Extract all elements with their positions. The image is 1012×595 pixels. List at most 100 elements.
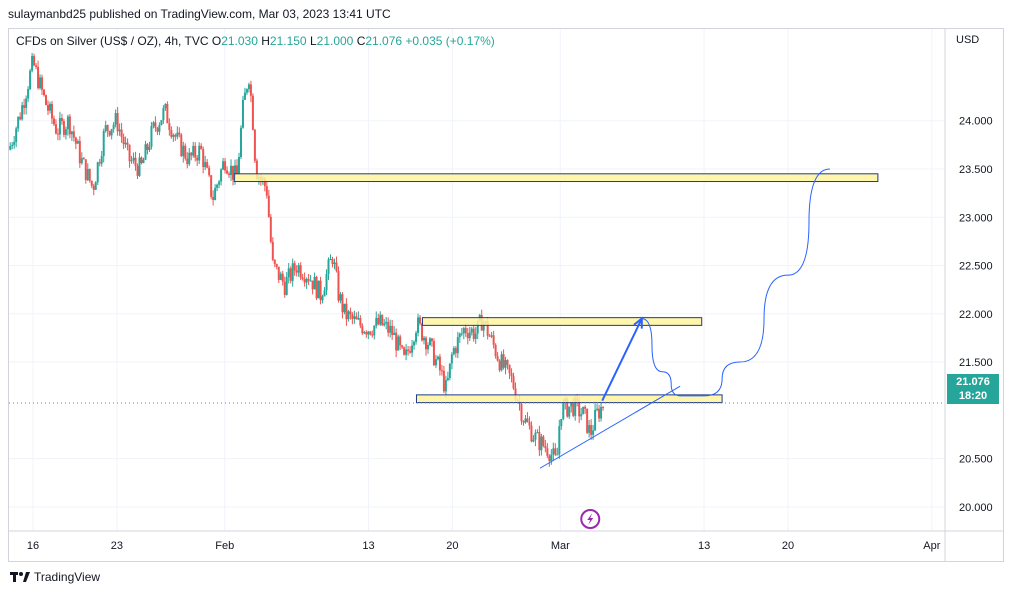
candle-body <box>488 335 491 337</box>
candle-body <box>138 157 141 176</box>
candle-body <box>462 328 465 334</box>
x-tick-label: 16 <box>27 540 39 552</box>
candle-body <box>136 165 139 176</box>
candle-body <box>371 334 374 336</box>
candle-body <box>592 430 595 435</box>
candle-body <box>522 421 525 423</box>
candle-body <box>17 116 20 129</box>
candle-body <box>369 331 372 335</box>
candle-body <box>156 127 159 132</box>
currency-label[interactable]: USD <box>956 34 980 46</box>
candle-body <box>464 328 467 334</box>
candle-body <box>349 311 352 315</box>
candle-body <box>434 359 437 366</box>
candle-body <box>546 448 549 456</box>
candle-body <box>405 349 408 355</box>
candle-body <box>550 454 553 461</box>
candle-body <box>48 103 51 111</box>
candle-body <box>174 134 177 137</box>
candle-body <box>397 336 400 351</box>
candle-body <box>295 270 298 273</box>
close-label: C <box>356 34 366 48</box>
trend-line <box>539 385 681 469</box>
candle-body <box>502 354 505 368</box>
high-value: 21.150 <box>269 34 307 48</box>
candle-body <box>265 186 268 196</box>
candle-body <box>64 129 67 135</box>
candle-body <box>560 418 563 427</box>
drawings <box>539 168 830 469</box>
y-tick-label: 23.000 <box>959 212 993 224</box>
zone-rectangle <box>233 173 879 183</box>
candle-body <box>528 421 531 426</box>
candle-body <box>291 263 294 281</box>
candle-body <box>124 142 127 145</box>
candle-body <box>341 294 344 313</box>
candle-body <box>468 332 471 339</box>
candle-body <box>486 321 489 336</box>
candle-body <box>162 108 165 121</box>
x-tick-label: Feb <box>215 540 234 552</box>
candle-body <box>391 325 394 336</box>
candle-body <box>164 103 167 109</box>
candle-body <box>128 144 131 162</box>
candle-body <box>102 130 105 157</box>
footer-brand[interactable]: TradingView <box>10 570 100 584</box>
candle-body <box>275 264 278 267</box>
candle-body <box>46 105 49 111</box>
candle-body <box>299 265 302 278</box>
candle-body <box>80 158 83 164</box>
candle-body <box>393 332 396 336</box>
candle-body <box>224 161 227 171</box>
candle-body <box>200 145 203 150</box>
candle-body <box>106 125 109 132</box>
candle-body <box>230 165 233 176</box>
candle-body <box>333 262 336 265</box>
price-chart[interactable]: 24.000 23.500 23.000 22.500 22.000 21.500 20.5… <box>9 29 1003 561</box>
candle-body <box>21 105 24 120</box>
candle-body <box>74 137 77 144</box>
candle-body <box>542 436 545 446</box>
candle-body <box>421 323 424 341</box>
candle-body <box>289 268 292 281</box>
candle-body <box>552 448 555 455</box>
candle-body <box>104 125 107 131</box>
candle-body <box>554 448 557 455</box>
chart-frame[interactable]: 24.000 23.500 23.000 22.500 22.000 21.500 20.5… <box>8 28 1004 562</box>
candle-body <box>68 116 71 135</box>
candle-body <box>255 160 258 180</box>
candle-body <box>494 344 497 357</box>
candle-body <box>379 314 382 325</box>
candle-body <box>31 56 34 71</box>
candle-body <box>146 144 149 150</box>
candle-body <box>122 136 125 145</box>
candle-body <box>287 268 290 278</box>
candle-body <box>212 196 215 200</box>
candle-body <box>444 380 447 392</box>
x-tick-label: Mar <box>551 540 570 552</box>
candle-body <box>279 273 282 280</box>
candle-body <box>130 160 133 162</box>
candle-body <box>70 131 73 135</box>
candle-body <box>456 337 459 354</box>
candle-body <box>556 454 559 456</box>
y-tick-label: 24.000 <box>959 116 993 128</box>
candle-body <box>315 276 318 299</box>
x-tick-label: 20 <box>782 540 794 552</box>
change-value: +0.035 (+0.17%) <box>405 34 495 48</box>
candle-body <box>377 317 380 325</box>
candle-body <box>267 195 270 217</box>
candle-body <box>534 432 537 440</box>
candle-body <box>419 317 422 324</box>
candle-body <box>283 281 286 295</box>
candle-body <box>544 445 547 449</box>
publisher-line: sulaymanbd25 published on TradingView.co… <box>8 7 391 21</box>
candle-body <box>62 121 65 135</box>
candle-body <box>403 347 406 355</box>
dividend-event-icon[interactable] <box>580 509 601 529</box>
candle-body <box>54 124 57 134</box>
candle-body <box>190 152 193 156</box>
candle-body <box>440 370 443 372</box>
candle-body <box>96 162 99 183</box>
candle-body <box>395 332 398 351</box>
